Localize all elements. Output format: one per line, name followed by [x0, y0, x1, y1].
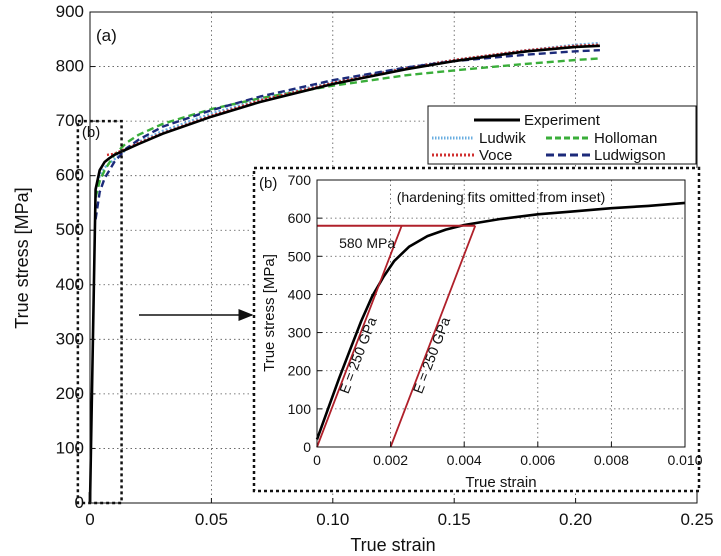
- main-x-tick-label: 0.10: [316, 510, 349, 529]
- zoom-region-label: (b): [82, 124, 100, 141]
- main-series-ludwigson: [94, 49, 600, 220]
- main-y-tick-label: 500: [56, 220, 84, 239]
- legend-label-ludwik: Ludwik: [479, 130, 526, 147]
- main-y-tick-label: 600: [56, 166, 84, 185]
- inset-y-axis-label: True stress [MPa]: [261, 254, 278, 372]
- main-y-axis-label: True stress [MPa]: [12, 187, 32, 328]
- main-x-tick-label: 0: [85, 510, 94, 529]
- legend-label-voce: Voce: [479, 147, 512, 164]
- inset-y-tick-label: 500: [288, 248, 312, 264]
- inset-x-tick-label: 0.002: [373, 452, 408, 468]
- inset-panel-label: (b): [259, 175, 277, 192]
- inset-y-tick-label: 400: [288, 286, 312, 302]
- yield-stress-label: 580 MPa: [339, 235, 395, 251]
- inset-ticks: 0 0.002 0.004 0.006 0.008 0.010 0 100 200 300 400 5…: [288, 172, 703, 468]
- elastic-modulus-line-1: [316, 225, 403, 448]
- main-x-tick-label: 0.20: [559, 510, 592, 529]
- main-panel-label: (a): [96, 26, 117, 45]
- main-y-tick-label: 100: [56, 438, 84, 457]
- inset-y-tick-label: 200: [288, 363, 312, 379]
- legend: Experiment Ludwik Holloman Voce Ludwigso…: [427, 105, 697, 165]
- inset-x-tick-label: 0: [313, 452, 321, 468]
- legend-label-holloman: Holloman: [594, 130, 657, 147]
- inset-x-tick-label: 0.006: [520, 452, 555, 468]
- main-series-ludwik: [94, 41, 600, 190]
- legend-label-ludwigson: Ludwigson: [594, 147, 666, 164]
- inset-x-tick-label: 0.010: [667, 452, 702, 468]
- main-y-tick-label: 300: [56, 329, 84, 348]
- main-y-tick-label: 0: [75, 493, 84, 512]
- inset-y-tick-label: 0: [303, 439, 311, 455]
- legend-label-experiment: Experiment: [524, 112, 601, 129]
- inset-y-tick-label: 300: [288, 325, 312, 341]
- inset-y-tick-label: 600: [288, 210, 312, 226]
- inset-x-tick-label: 0.004: [447, 452, 482, 468]
- inset-series-experiment: [315, 201, 686, 440]
- main-y-tick-label: 400: [56, 275, 84, 294]
- inset-x-axis-label: True strain: [465, 474, 536, 491]
- main-series-holloman: [94, 57, 600, 198]
- main-x-axis-label: True strain: [350, 535, 435, 555]
- inset-y-tick-label: 700: [288, 172, 312, 188]
- main-grid: [90, 12, 697, 503]
- inset-series-group: [315, 201, 686, 448]
- inset-plot-frame: [316, 179, 686, 448]
- inset-title: (hardening fits omitted from inset): [397, 189, 606, 205]
- main-y-tick-label: 200: [56, 384, 84, 403]
- elastic-modulus-line-2: [389, 225, 477, 448]
- zoom-region: (b): [76, 119, 123, 505]
- inset-grid: [317, 180, 685, 447]
- main-y-tick-label: 800: [56, 57, 84, 76]
- zoom-region-box: [76, 119, 123, 505]
- main-y-tick-label: 900: [56, 2, 84, 21]
- inset-x-tick-label: 0.008: [594, 452, 629, 468]
- main-x-tick-label: 0.05: [195, 510, 228, 529]
- main-x-tick-label: 0.15: [438, 510, 471, 529]
- main-x-tick-label: 0.25: [680, 510, 713, 529]
- main-series-experiment: [88, 44, 600, 504]
- inset-y-tick-label: 100: [288, 401, 312, 417]
- inset-outer-box: [252, 166, 701, 493]
